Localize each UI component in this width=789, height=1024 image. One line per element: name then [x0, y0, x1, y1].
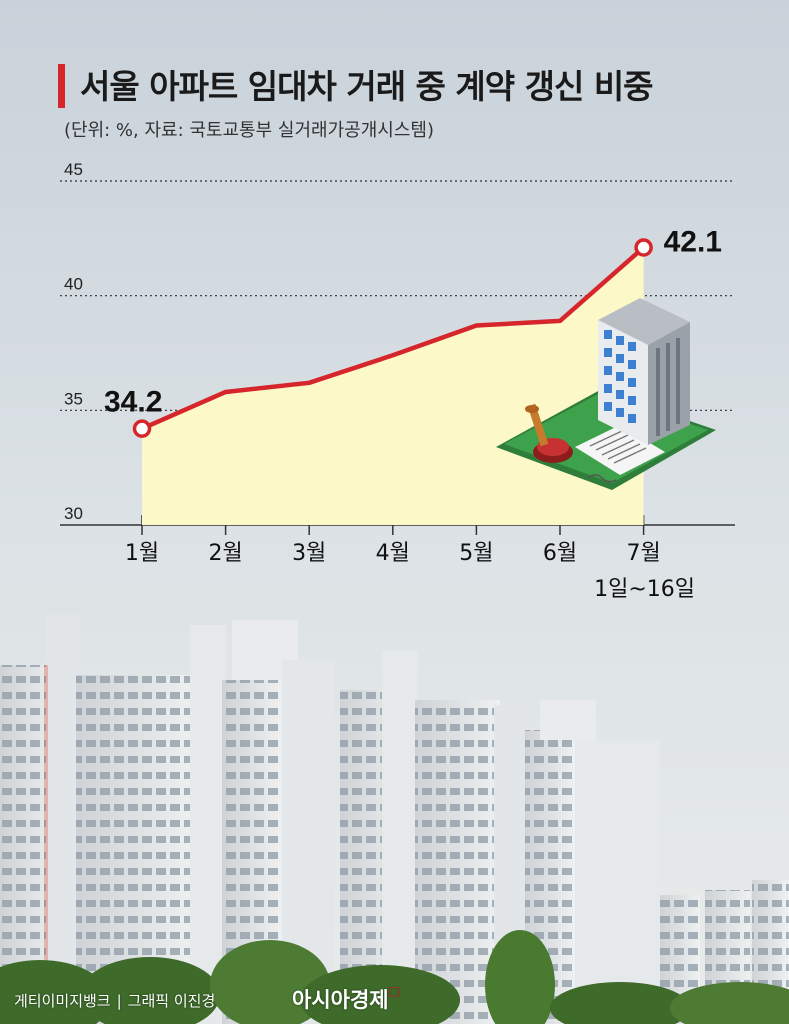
- x-tick-label: 7월: [626, 541, 660, 566]
- y-tick-label: 35: [64, 389, 83, 408]
- chart-subtitle: (단위: %, 자료: 국토교통부 실거래가공개시스템): [64, 120, 434, 141]
- data-label: 42.1: [664, 226, 722, 259]
- title-accent-bar: [58, 64, 65, 108]
- data-point: [634, 238, 653, 257]
- series-line: [141, 245, 646, 431]
- credit-separator: |: [116, 992, 122, 1010]
- publisher-logo: 아시아경제□: [292, 984, 400, 1014]
- graphic-credit: 그래픽 이진경: [127, 992, 216, 1010]
- publisher-logo-text: 아시아경제: [292, 988, 389, 1012]
- logo-mark-icon: □: [388, 984, 400, 998]
- line-chart: 45 40 35 30 1월 2월 3월 4월 5월 6월 7월 1일~16일 34.2 42.1: [60, 160, 735, 602]
- building-contract-illustration: [496, 298, 716, 490]
- x-tick-label: 1월: [125, 541, 159, 566]
- data-point: [132, 419, 152, 438]
- chart-title: 서울 아파트 임대차 거래 중 계약 갱신 비중: [80, 67, 654, 106]
- y-tick-label: 30: [64, 504, 83, 523]
- line-layer: [132, 238, 653, 438]
- image-credit: 게티이미지뱅크 | 그래픽 이진경: [14, 990, 215, 1011]
- x-tick-label: 3월: [292, 541, 326, 566]
- area-fill: [142, 247, 644, 526]
- x-tick-sublabel: 1일~16일: [594, 577, 695, 602]
- x-tick-label: 4월: [376, 541, 410, 566]
- data-label: 34.2: [104, 386, 162, 419]
- area-layer: [142, 247, 644, 526]
- x-tick-label: 2월: [208, 541, 242, 566]
- y-tick-label: 40: [64, 275, 83, 294]
- x-tick-label: 6월: [543, 541, 577, 566]
- photo-credit: 게티이미지뱅크: [14, 992, 111, 1010]
- x-tick-label: 5월: [459, 541, 493, 566]
- y-tick-label: 45: [64, 160, 83, 179]
- label-layer: 45 40 35 30 1월 2월 3월 4월 5월 6월 7월 1일~16일 34.2 42.1: [64, 160, 722, 602]
